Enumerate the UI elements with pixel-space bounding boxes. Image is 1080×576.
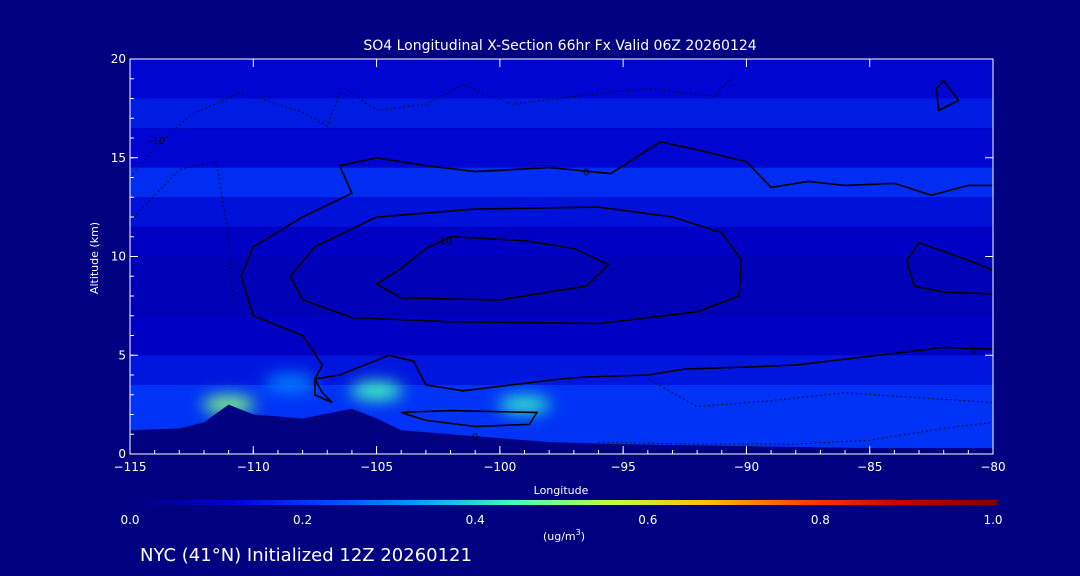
colorbar: 0.0 0.2 0.4 0.6 0.8 1.0 <box>120 500 1003 527</box>
concentration-band <box>130 197 993 227</box>
concentration-band <box>130 315 993 356</box>
x-tick-label: −95 <box>610 460 635 474</box>
contour-line <box>375 235 610 301</box>
contour-line <box>400 409 539 428</box>
contour-label: 10 <box>439 237 452 248</box>
y-tick-label: 5 <box>118 348 126 362</box>
hotspot <box>264 373 317 392</box>
dotted-contour-line <box>647 378 993 408</box>
colorbar-strip <box>130 500 997 505</box>
terrain-layer <box>130 404 993 454</box>
concentration-field <box>130 59 993 454</box>
concentration-band <box>130 167 993 198</box>
contour-line <box>240 165 353 404</box>
x-tick-label: −80 <box>980 460 1005 474</box>
x-tick-label: −115 <box>114 460 147 474</box>
x-tick-label: −105 <box>360 460 393 474</box>
colorbar-units-label: (ug/m3) <box>543 528 585 543</box>
x-tick-label: −100 <box>483 460 516 474</box>
contour-label: 0 <box>472 432 478 443</box>
y-tick-label: 0 <box>118 447 126 461</box>
y-tick-label: 10 <box>111 250 126 264</box>
colorbar-tick-label: 0.2 <box>293 513 312 527</box>
contour-label: 0 <box>583 168 589 179</box>
concentration-band <box>130 355 993 385</box>
contour-label: -10 <box>149 136 165 147</box>
x-tick-label: −90 <box>734 460 759 474</box>
concentration-band <box>130 256 993 316</box>
colorbar-tick-label: 0.0 <box>120 513 139 527</box>
contour-line <box>289 206 743 325</box>
colorbar-tick-label: 1.0 <box>983 513 1002 527</box>
x-axis-title: Longitude <box>534 484 589 497</box>
x-tick-label: −110 <box>237 460 270 474</box>
dotted-contour-line <box>130 161 235 310</box>
hotspot <box>350 381 403 400</box>
chart-title: SO4 Longitudinal X-Section 66hr Fx Valid… <box>363 38 756 54</box>
footer-init-text: NYC (41°N) Initialized 12Z 20260121 <box>140 545 472 566</box>
concentration-band <box>130 59 993 99</box>
units-text: (ug/m <box>543 530 576 543</box>
dotted-contour-line <box>598 421 993 445</box>
concentration-band <box>130 128 993 168</box>
contour-line <box>935 80 960 112</box>
axes: −115 −110 −105 −100 −95 −90 −85 −80 0 5 10 15 20 <box>111 52 1006 474</box>
y-axis-title: Altitude (km) <box>88 222 101 294</box>
terrain-profile <box>130 404 993 454</box>
contour-line <box>905 241 993 295</box>
contour-line <box>314 346 993 392</box>
contour-label: 0 <box>970 345 976 356</box>
concentration-band <box>130 98 993 129</box>
hotspot <box>498 395 551 414</box>
colorbar-tick-label: 0.8 <box>811 513 830 527</box>
y-tick-label: 20 <box>111 52 126 66</box>
y-tick-label: 15 <box>111 151 126 165</box>
contour-line <box>339 141 993 197</box>
colorbar-tick-label: 0.6 <box>638 513 657 527</box>
contour-layer: 0 0 10 0 -10 <box>130 74 993 445</box>
plot-area: 0 0 10 0 -10 <box>130 59 993 454</box>
units-superscript: 3 <box>576 528 581 537</box>
colorbar-tick-label: 0.4 <box>466 513 485 527</box>
units-close: ) <box>581 530 585 543</box>
concentration-band <box>130 226 993 257</box>
x-tick-label: −85 <box>857 460 882 474</box>
